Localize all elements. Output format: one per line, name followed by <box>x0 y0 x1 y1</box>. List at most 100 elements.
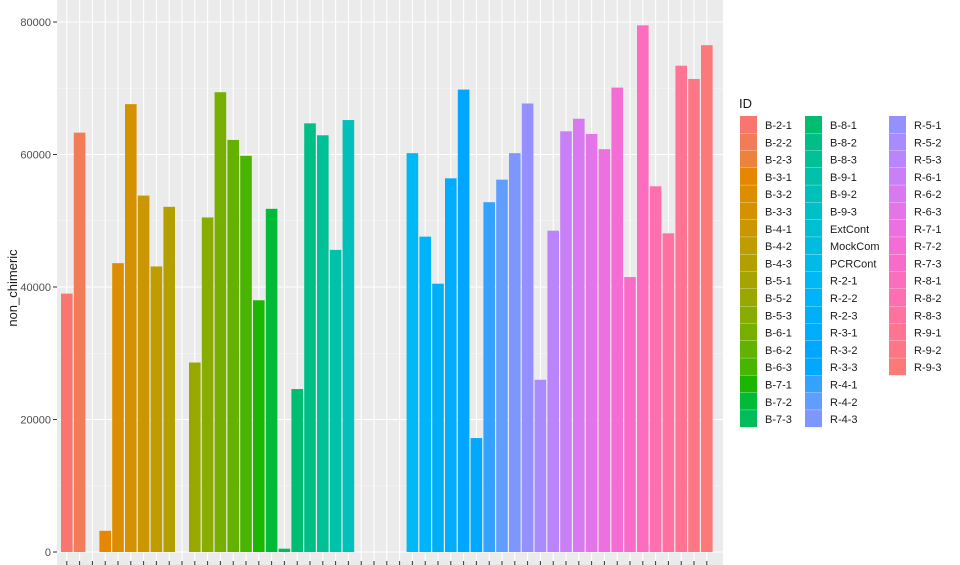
bar-R-3-3 <box>470 438 483 552</box>
legend-swatch <box>805 133 822 151</box>
legend-swatch <box>805 150 822 168</box>
bar-R-5-1 <box>521 103 534 553</box>
bar-B-9-2 <box>342 120 355 553</box>
legend-label: B-9-3 <box>830 207 857 219</box>
legend-swatch <box>805 185 822 203</box>
bar-R-3-2 <box>457 89 470 552</box>
legend-item-R-8-3: R-8-3 <box>889 306 942 324</box>
bar-R-8-2 <box>649 186 662 553</box>
legend-item-B-8-3: B-8-3 <box>805 150 857 168</box>
legend-label: R-6-1 <box>914 172 942 184</box>
legend-item-R-8-1: R-8-1 <box>889 271 942 289</box>
legend-label: B-3-1 <box>765 172 792 184</box>
legend-swatch <box>889 150 906 168</box>
bar-R-5-2 <box>534 379 547 552</box>
bar-B-7-1 <box>253 300 265 552</box>
legend-swatch <box>889 306 906 324</box>
bar-R-7-1 <box>598 149 611 552</box>
legend-swatch <box>889 219 906 237</box>
legend-swatch <box>889 202 906 220</box>
legend-label: R-5-3 <box>914 155 942 167</box>
bar-B-3-2 <box>112 263 124 552</box>
bar-B-9-1 <box>329 249 342 552</box>
legend-item-R-4-3: R-4-3 <box>805 410 858 428</box>
legend-item-R-5-1: R-5-1 <box>889 116 942 133</box>
legend-item-R-9-3: R-9-3 <box>889 358 942 376</box>
legend-item-B-9-2: B-9-2 <box>805 185 857 203</box>
legend-item-B-6-1: B-6-1 <box>740 323 792 341</box>
bar-B-2-1 <box>61 293 73 552</box>
legend-swatch <box>740 116 757 133</box>
legend-item-B-6-3: B-6-3 <box>740 358 792 376</box>
legend-swatch <box>740 289 757 306</box>
legend-swatch <box>889 133 906 151</box>
bar-B-7-3 <box>278 548 291 552</box>
legend-label: B-4-2 <box>765 241 792 253</box>
bar-B-4-2 <box>150 266 163 552</box>
legend-swatch <box>889 323 906 341</box>
legend-item-R-3-3: R-3-3 <box>805 358 858 376</box>
legend-label: R-2-1 <box>830 276 858 288</box>
legend-swatch <box>805 392 822 410</box>
legend-item-B-7-3: B-7-3 <box>740 410 792 428</box>
y-tick-label: 0 <box>45 547 51 559</box>
bar-B-6-2 <box>227 139 239 553</box>
legend-item-R-9-2: R-9-2 <box>889 340 942 358</box>
legend-label: R-4-3 <box>830 414 858 426</box>
legend-label: R-2-2 <box>830 293 858 305</box>
legend-swatch <box>740 150 757 168</box>
bar-R-8-3 <box>662 233 675 552</box>
legend-swatch <box>740 237 757 255</box>
bar-B-4-1 <box>137 195 150 552</box>
legend-swatch <box>889 167 906 185</box>
legend-swatch <box>740 323 757 341</box>
bar-B-3-1 <box>99 530 111 552</box>
bar-R-6-1 <box>560 131 572 552</box>
legend-swatch <box>740 271 757 289</box>
legend-item-B-8-2: B-8-2 <box>805 133 857 151</box>
legend-label: B-9-1 <box>830 172 857 184</box>
legend-items: B-2-1 B-2-2 B-2-3 B-3-1 B-3-2 B-3-3 B-4-1 B-4-2… <box>740 116 942 428</box>
legend-item-R-7-2: R-7-2 <box>889 237 942 255</box>
legend-title: ID <box>739 96 752 111</box>
y-tick-label: 80000 <box>20 17 51 29</box>
legend-swatch <box>889 289 906 306</box>
legend-label: B-2-1 <box>765 120 792 132</box>
legend-item-B-4-1: B-4-1 <box>740 219 792 237</box>
legend-item-R-6-2: R-6-2 <box>889 185 942 203</box>
bar-B-4-3 <box>163 206 175 552</box>
bar-R-7-2 <box>611 87 623 553</box>
legend-swatch <box>740 133 757 151</box>
legend-item-B-5-2: B-5-2 <box>740 289 792 306</box>
legend-swatch <box>740 254 757 272</box>
legend-item-B-3-1: B-3-1 <box>740 167 792 185</box>
legend-label: PCRCont <box>830 258 876 270</box>
legend-label: B-9-2 <box>830 189 857 201</box>
legend-label: R-5-1 <box>914 120 942 132</box>
legend-swatch <box>740 358 757 376</box>
legend-item-MockCom: MockCom <box>805 237 880 255</box>
legend-item-R-3-1: R-3-1 <box>805 323 858 341</box>
legend-swatch <box>805 271 822 289</box>
legend-item-B-9-1: B-9-1 <box>805 167 857 185</box>
bar-B-5-2 <box>189 362 201 552</box>
legend-label: B-4-1 <box>765 224 792 236</box>
legend-swatch <box>740 185 757 203</box>
bar-R-9-1 <box>675 65 687 552</box>
legend-label: B-7-1 <box>765 380 792 392</box>
legend-item-R-7-3: R-7-3 <box>889 254 942 272</box>
legend-item-R-4-1: R-4-1 <box>805 375 858 393</box>
legend-item-B-5-3: B-5-3 <box>740 306 792 324</box>
legend-item-R-3-2: R-3-2 <box>805 340 858 358</box>
legend-label: R-7-1 <box>914 224 942 236</box>
legend-label: B-6-3 <box>765 362 792 374</box>
bar-B-5-3 <box>201 217 214 552</box>
legend-item-R-4-2: R-4-2 <box>805 392 858 410</box>
bars-group <box>61 25 713 553</box>
legend-item-R-2-2: R-2-2 <box>805 289 858 306</box>
legend-label: B-5-3 <box>765 310 792 322</box>
legend-item-B-5-1: B-5-1 <box>740 271 792 289</box>
legend-label: R-9-2 <box>914 345 942 357</box>
legend-item-R-6-3: R-6-3 <box>889 202 942 220</box>
